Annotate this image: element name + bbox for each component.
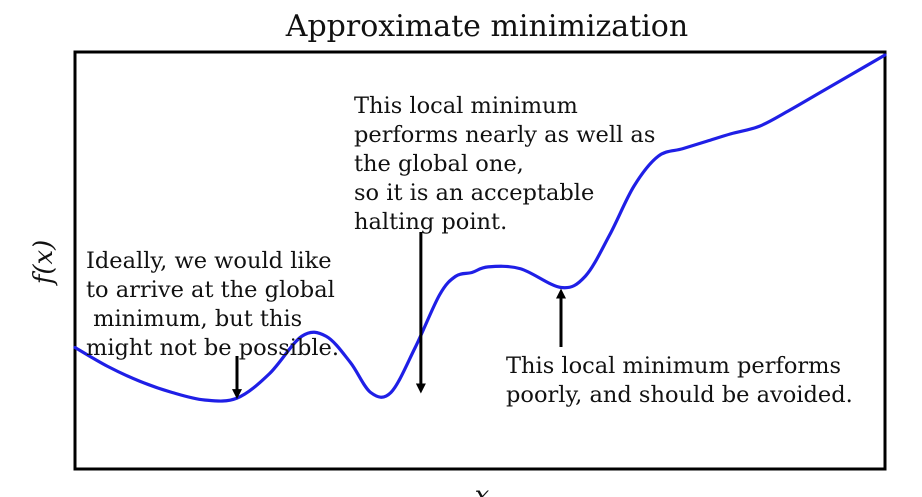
annotation-line: so it is an acceptable <box>354 180 594 206</box>
annotation-line: This local minimum performs <box>506 353 841 379</box>
annotation-line: Ideally, we would like <box>86 248 332 274</box>
x-axis-label: x <box>475 481 490 497</box>
annotation-line: This local minimum <box>354 93 578 119</box>
annotation-bad-local: This local minimum performs poorly, and s… <box>506 353 853 408</box>
annotation-line: to arrive at the global <box>86 277 335 303</box>
y-axis-label: f(x) <box>29 240 59 287</box>
annotation-line: performs nearly as well as <box>354 122 655 148</box>
annotation-global: Ideally, we would like to arrive at the g… <box>86 248 339 361</box>
annotation-line: poorly, and should be avoided. <box>506 382 853 408</box>
annotation-line: might not be possible. <box>86 335 339 361</box>
annotation-good-local: This local minimum performs nearly as wel… <box>354 93 655 235</box>
chart-title: Approximate minimization <box>285 9 688 44</box>
annotation-line: halting point. <box>354 209 507 235</box>
annotations: Ideally, we would like to arrive at the g… <box>86 93 853 408</box>
annotation-line: minimum, but this <box>86 306 302 332</box>
annotation-line: the global one, <box>354 151 524 177</box>
